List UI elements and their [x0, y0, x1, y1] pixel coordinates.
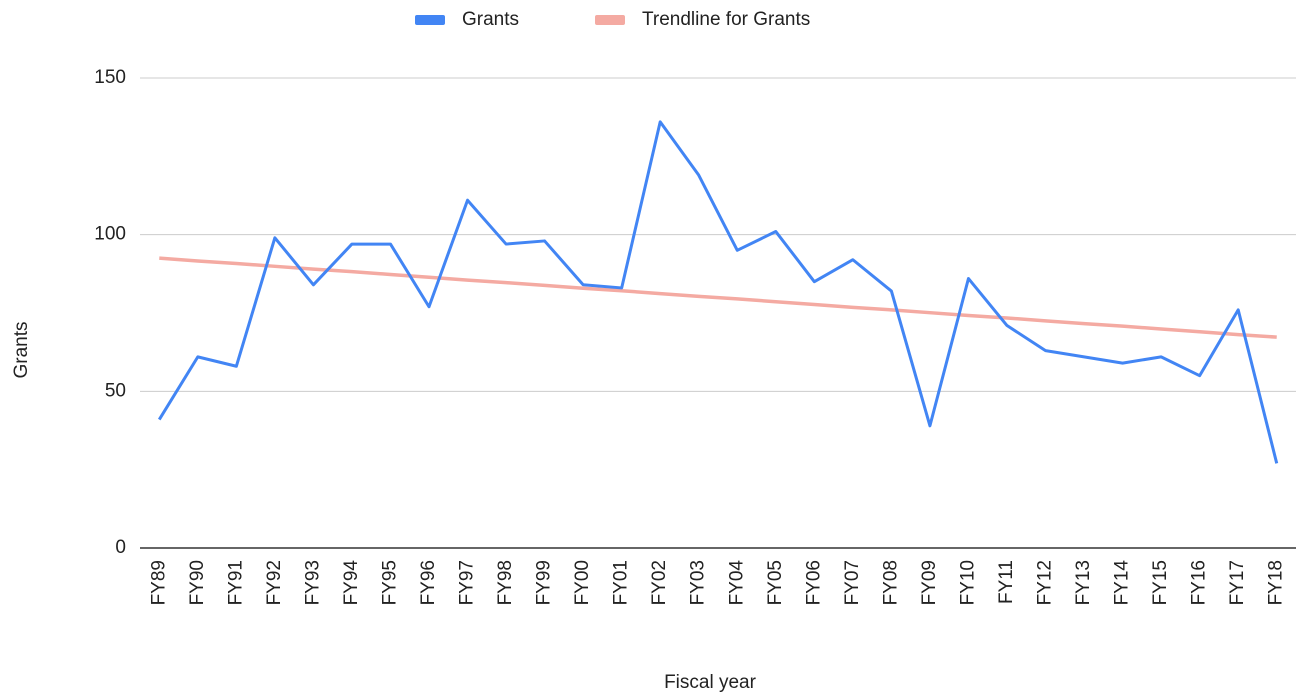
x-tick-label: FY18	[1266, 560, 1287, 605]
x-tick-label: FY16	[1189, 560, 1210, 605]
x-tick-label: FY13	[1073, 560, 1094, 605]
x-tick-label: FY10	[957, 560, 978, 605]
x-tick-label: FY12	[1035, 560, 1056, 605]
y-tick-label: 100	[94, 224, 126, 245]
x-tick-label: FY14	[1112, 560, 1133, 606]
y-tick-label: 50	[105, 380, 126, 401]
series-line	[157, 120, 1279, 464]
x-tick-label: FY02	[649, 560, 670, 605]
y-tick-label: 150	[94, 67, 126, 88]
x-tick-label: FY11	[996, 560, 1017, 604]
legend-label: Trendline for Grants	[642, 9, 810, 30]
x-tick-label: FY08	[880, 560, 901, 605]
x-tick-label: FY96	[418, 560, 439, 605]
x-tick-label: FY97	[457, 560, 478, 605]
x-tick-label: FY99	[534, 560, 555, 605]
y-axis-label: Grants	[11, 321, 32, 378]
x-tick-label: FY07	[842, 560, 863, 605]
y-tick-label: 0	[115, 537, 126, 558]
x-tick-label: FY17	[1227, 560, 1248, 605]
legend-swatch	[415, 15, 445, 25]
x-tick-label: FY03	[688, 560, 709, 605]
series-line	[159, 256, 1277, 339]
x-tick-label: FY93	[302, 560, 323, 605]
x-tick-label: FY04	[726, 560, 747, 606]
x-tick-label: FY89	[148, 560, 169, 605]
x-tick-label: FY91	[225, 560, 246, 605]
legend-swatch	[595, 15, 625, 25]
x-axis-label: Fiscal year	[664, 672, 757, 693]
x-tick-label: FY98	[495, 560, 516, 605]
x-tick-label: FY95	[379, 560, 400, 605]
x-tick-label: FY94	[341, 560, 362, 606]
x-tick-label: FY90	[187, 560, 208, 605]
x-tick-label: FY09	[919, 560, 940, 605]
x-tick-label: FY92	[264, 560, 285, 605]
x-tick-label: FY00	[572, 560, 593, 605]
x-tick-label: FY05	[765, 560, 786, 605]
x-tick-label: FY01	[611, 560, 632, 605]
x-tick-label: FY06	[803, 560, 824, 605]
legend-label: Grants	[462, 9, 519, 30]
x-tick-label: FY15	[1150, 560, 1171, 605]
